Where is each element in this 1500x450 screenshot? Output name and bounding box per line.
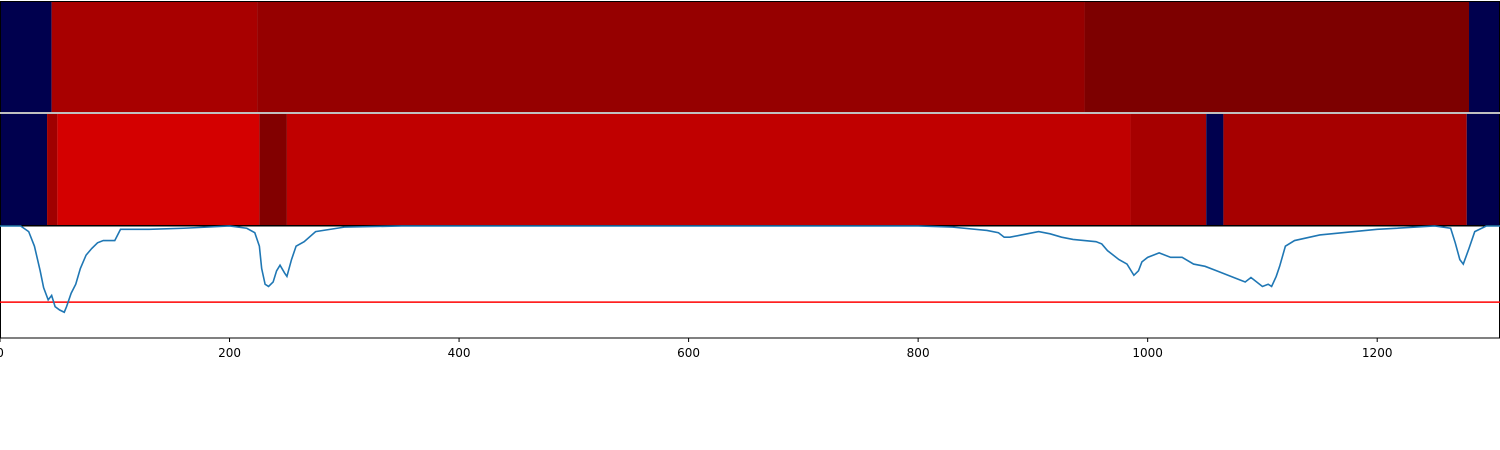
heatmap-band-middle <box>0 112 1500 226</box>
line-panel-frame <box>0 225 1500 339</box>
heatmap-segment <box>1466 113 1500 226</box>
heatmap-segment <box>1223 113 1467 226</box>
heatmap-segment <box>259 113 287 226</box>
x-tick-label: 1200 <box>1362 346 1393 360</box>
heatmap-segment <box>51 1 258 113</box>
heatmap-segment <box>1206 113 1224 226</box>
heatmap-segment <box>57 113 260 226</box>
heatmap-segment <box>1130 113 1207 226</box>
heatmap-segment <box>286 113 1131 226</box>
line-panel <box>0 225 1500 339</box>
x-axis: 0 200 400 600 800 1000 1200 <box>0 338 1392 360</box>
heatmap-segment <box>47 113 58 226</box>
x-tick-label: 800 <box>907 346 930 360</box>
heatmap-segment <box>257 1 1085 113</box>
heatmap-segment <box>1084 1 1470 113</box>
x-tick-label: 200 <box>218 346 241 360</box>
series-line <box>0 225 1500 314</box>
x-tick-label: 400 <box>448 346 471 360</box>
x-tick-label: 0 <box>0 346 4 360</box>
heatmap-segment <box>1469 1 1500 113</box>
heatmap-segment <box>0 1 52 113</box>
x-tick-label: 600 <box>677 346 700 360</box>
heatmap-segment <box>0 113 48 226</box>
heatmap-band-top <box>0 1 1500 113</box>
x-tick-label: 1000 <box>1132 346 1163 360</box>
